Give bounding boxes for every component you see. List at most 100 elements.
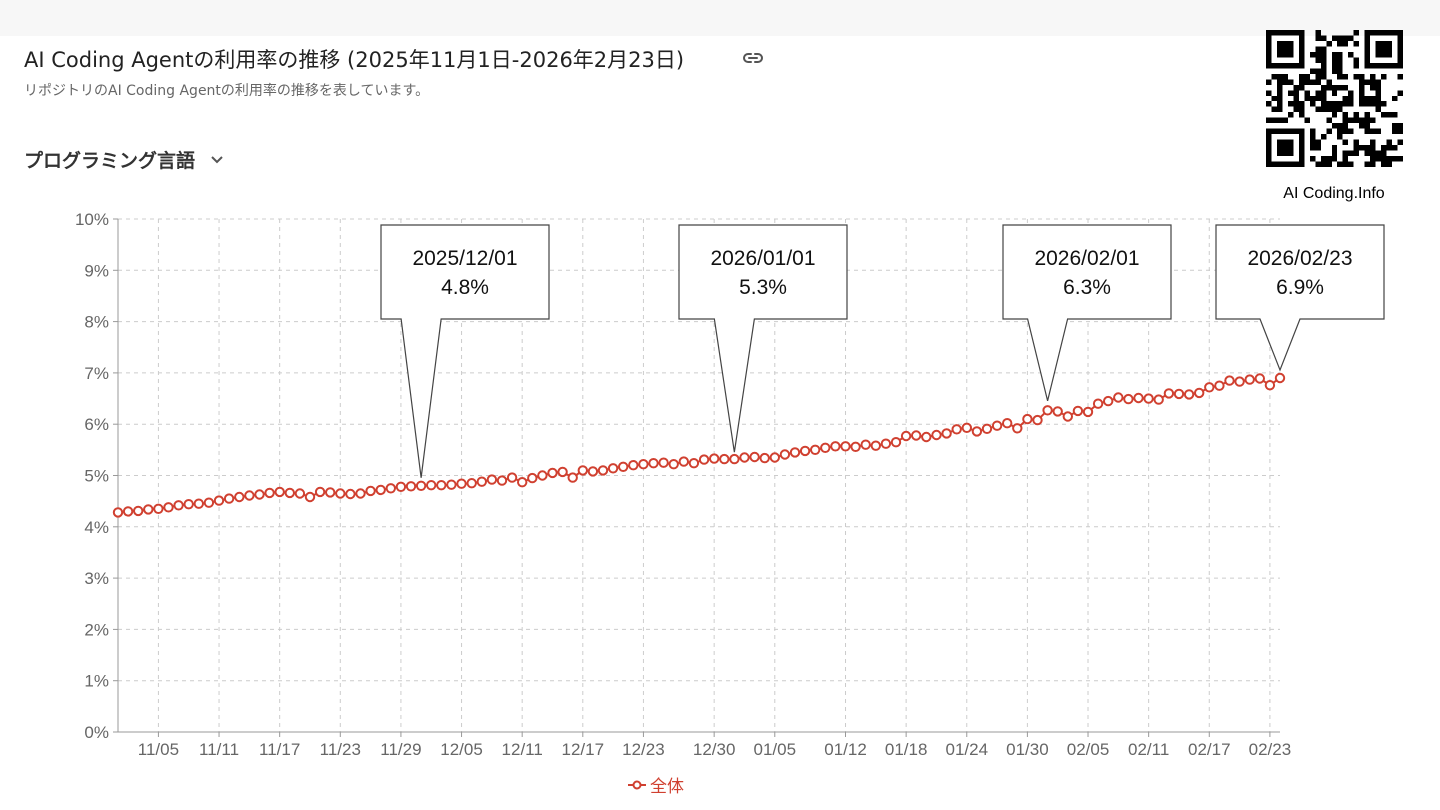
data-point — [1214, 380, 1225, 391]
data-point — [1002, 418, 1013, 429]
line-chart: 0% 1% 2% 3% 4% 5% 6% 7% 8% 9% 10% 11/05 11/11 11/17 11… — [75, 210, 1385, 759]
data-point — [961, 422, 972, 433]
data-point — [991, 420, 1003, 431]
data-point — [688, 458, 700, 469]
qr-module — [1315, 73, 1321, 80]
qr-module — [1370, 117, 1376, 124]
qr-module — [1375, 128, 1382, 135]
qr-module — [1320, 161, 1327, 167]
data-point — [436, 480, 447, 491]
data-point — [779, 449, 791, 460]
legend-item[interactable]: 全体 — [628, 772, 684, 797]
qr-module — [1353, 62, 1360, 69]
qr-module — [1370, 73, 1376, 80]
data-point — [527, 472, 538, 484]
qr-module — [1331, 156, 1338, 162]
qr-module — [1266, 101, 1272, 107]
language-filter-dropdown[interactable]: プログラミング言語 — [24, 146, 225, 173]
annotation-date: 2026/02/01 — [1034, 247, 1139, 270]
qr-module — [1326, 40, 1332, 47]
x-tick-label: 02/05 — [1067, 740, 1110, 759]
qr-code-icon — [1266, 30, 1403, 167]
x-tick-label: 01/24 — [945, 740, 988, 759]
qr-module — [1370, 79, 1376, 85]
annotation-value: 6.9% — [1276, 276, 1324, 299]
qr-module — [1309, 79, 1316, 85]
qr-module — [1276, 101, 1283, 107]
qr-module — [1320, 106, 1327, 113]
qr-module — [1337, 57, 1343, 63]
data-point — [880, 438, 892, 449]
qr-module — [1342, 84, 1349, 91]
qr-module — [1364, 101, 1371, 107]
y-tick-label: 6% — [84, 415, 109, 434]
chart-grid — [118, 218, 1280, 732]
x-tick-label: 01/18 — [885, 740, 928, 759]
chart-annotations: 2025/12/01 4.8% 2026/01/01 5.3% 2026/02/01 6.… — [380, 224, 1385, 478]
qr-module — [1370, 101, 1376, 107]
qr-module — [1276, 106, 1283, 113]
data-point — [446, 479, 457, 490]
qr-module — [1342, 112, 1349, 118]
data-point — [506, 472, 518, 483]
x-tick-label: 02/17 — [1188, 740, 1231, 759]
qr-module — [1309, 139, 1316, 146]
qr-module — [1331, 68, 1338, 74]
qr-module — [1348, 128, 1354, 135]
data-point — [911, 430, 922, 441]
qr-module — [1309, 145, 1316, 151]
annotation-callout — [678, 224, 848, 453]
qr-module — [1293, 84, 1299, 91]
data-point — [496, 475, 508, 486]
x-tick-label: 11/23 — [320, 740, 361, 759]
x-tick-label: 01/05 — [754, 740, 797, 759]
data-point — [1224, 375, 1235, 386]
link-icon[interactable] — [741, 48, 765, 68]
qr-module — [1331, 106, 1338, 113]
qr-module — [1276, 95, 1283, 102]
y-tick-label: 1% — [84, 672, 109, 691]
qr-module — [1287, 101, 1294, 107]
x-tick-label: 01/30 — [1006, 740, 1049, 759]
qr-module — [1381, 112, 1387, 118]
qr-module — [1320, 84, 1327, 91]
data-point — [1012, 423, 1023, 434]
qr-module — [1276, 90, 1283, 96]
qr-module — [1353, 73, 1360, 80]
qr-module — [1337, 40, 1343, 47]
data-point — [547, 467, 558, 479]
qr-module — [1298, 106, 1305, 113]
data-point — [1133, 392, 1144, 404]
qr-module — [1364, 123, 1371, 129]
qr-module — [1331, 145, 1338, 151]
qr-module — [1309, 95, 1316, 102]
data-point — [284, 487, 295, 499]
data-point — [567, 472, 578, 483]
qr-module — [1331, 101, 1338, 107]
qr-module — [1342, 101, 1349, 107]
data-point — [587, 466, 599, 477]
data-point — [1274, 372, 1286, 384]
qr-module — [1337, 134, 1343, 140]
qr-module — [1370, 84, 1376, 91]
qr-module — [1359, 84, 1365, 91]
data-point — [628, 460, 639, 471]
qr-module — [1271, 95, 1277, 102]
x-tick-label: 11/29 — [380, 740, 421, 759]
data-point — [203, 497, 215, 508]
qr-module — [1386, 156, 1393, 162]
qr-finder-core — [1276, 139, 1294, 157]
data-point — [355, 488, 366, 499]
qr-module — [1331, 123, 1338, 129]
qr-module — [1392, 112, 1398, 118]
qr-module — [1320, 68, 1327, 74]
qr-module — [1381, 101, 1387, 107]
qr-module — [1359, 117, 1365, 124]
qr-module — [1298, 79, 1305, 85]
qr-module — [1392, 95, 1398, 102]
qr-module — [1397, 156, 1403, 162]
top-band — [0, 0, 1440, 36]
qr-module — [1375, 150, 1382, 157]
qr-module — [1326, 79, 1332, 85]
qr-module — [1320, 90, 1327, 96]
